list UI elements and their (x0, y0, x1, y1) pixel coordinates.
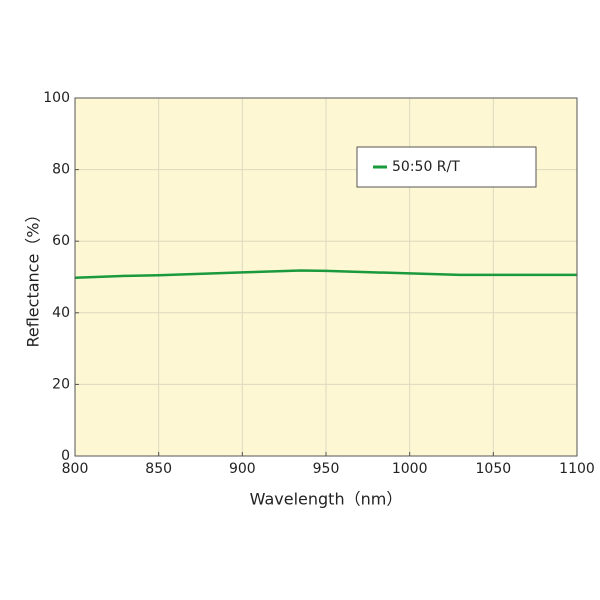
y-axis-title: Reflectance（%） (24, 206, 43, 347)
y-tick-label: 20 (52, 376, 70, 392)
x-tick-label: 900 (229, 461, 256, 477)
legend-label: 50:50 R/T (392, 159, 460, 175)
y-tick-label: 80 (52, 162, 70, 178)
x-tick-label: 850 (145, 461, 172, 477)
x-axis-title: Wavelength（nm） (250, 490, 403, 509)
line-series (74, 269, 577, 279)
x-tick-label: 1050 (476, 461, 512, 477)
x-tick-label: 800 (62, 461, 89, 477)
x-tick-label: 950 (313, 461, 340, 477)
x-tick-label: 1000 (392, 461, 428, 477)
y-tick-label: 0 (61, 448, 70, 464)
y-tick-label: 100 (43, 90, 70, 106)
y-tick-label: 40 (52, 305, 70, 321)
y-tick-label: 60 (52, 233, 70, 249)
x-tick-label: 1100 (559, 461, 595, 477)
